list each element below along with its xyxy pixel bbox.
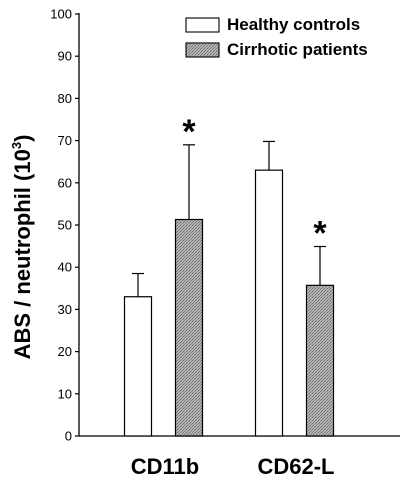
y-tick-label: 100 xyxy=(50,7,72,22)
category-label: CD11b xyxy=(131,454,199,479)
svg-text:ABS / neutrophil (103): ABS / neutrophil (103) xyxy=(9,135,35,360)
y-axis-title-superscript: 3 xyxy=(9,142,24,149)
y-axis: 0 10 20 30 40 50 60 70 80 90 100 xyxy=(50,7,400,444)
y-tick-label: 90 xyxy=(58,49,72,64)
bar xyxy=(174,218,204,437)
y-tick-label: 50 xyxy=(58,218,72,233)
y-tick-label: 80 xyxy=(58,91,72,106)
plot-area: CD11b CD62-L * * xyxy=(123,113,335,479)
bar xyxy=(254,169,284,437)
legend-label: Cirrhotic patients xyxy=(227,40,368,59)
y-tick-label: 20 xyxy=(58,344,72,359)
y-tick-label: 40 xyxy=(58,260,72,275)
y-tick-label: 0 xyxy=(65,429,72,444)
bar xyxy=(123,296,153,437)
legend-swatch xyxy=(185,42,220,58)
legend: Healthy controls Cirrhotic patients xyxy=(185,15,368,59)
legend-swatch xyxy=(185,17,220,33)
significance-mark: * xyxy=(182,113,196,151)
y-tick-label: 30 xyxy=(58,302,72,317)
y-axis-title-text: ABS / neutrophil (10 xyxy=(10,149,35,359)
significance-mark: * xyxy=(313,215,327,253)
y-tick-label: 10 xyxy=(58,386,72,401)
y-axis-title: ABS / neutrophil (103) xyxy=(9,135,35,360)
category-label: CD62-L xyxy=(257,454,334,479)
y-tick-label: 70 xyxy=(58,133,72,148)
y-tick-label: 60 xyxy=(58,175,72,190)
legend-label: Healthy controls xyxy=(227,15,360,34)
y-axis-title-close: ) xyxy=(10,135,35,142)
bar xyxy=(305,284,335,437)
